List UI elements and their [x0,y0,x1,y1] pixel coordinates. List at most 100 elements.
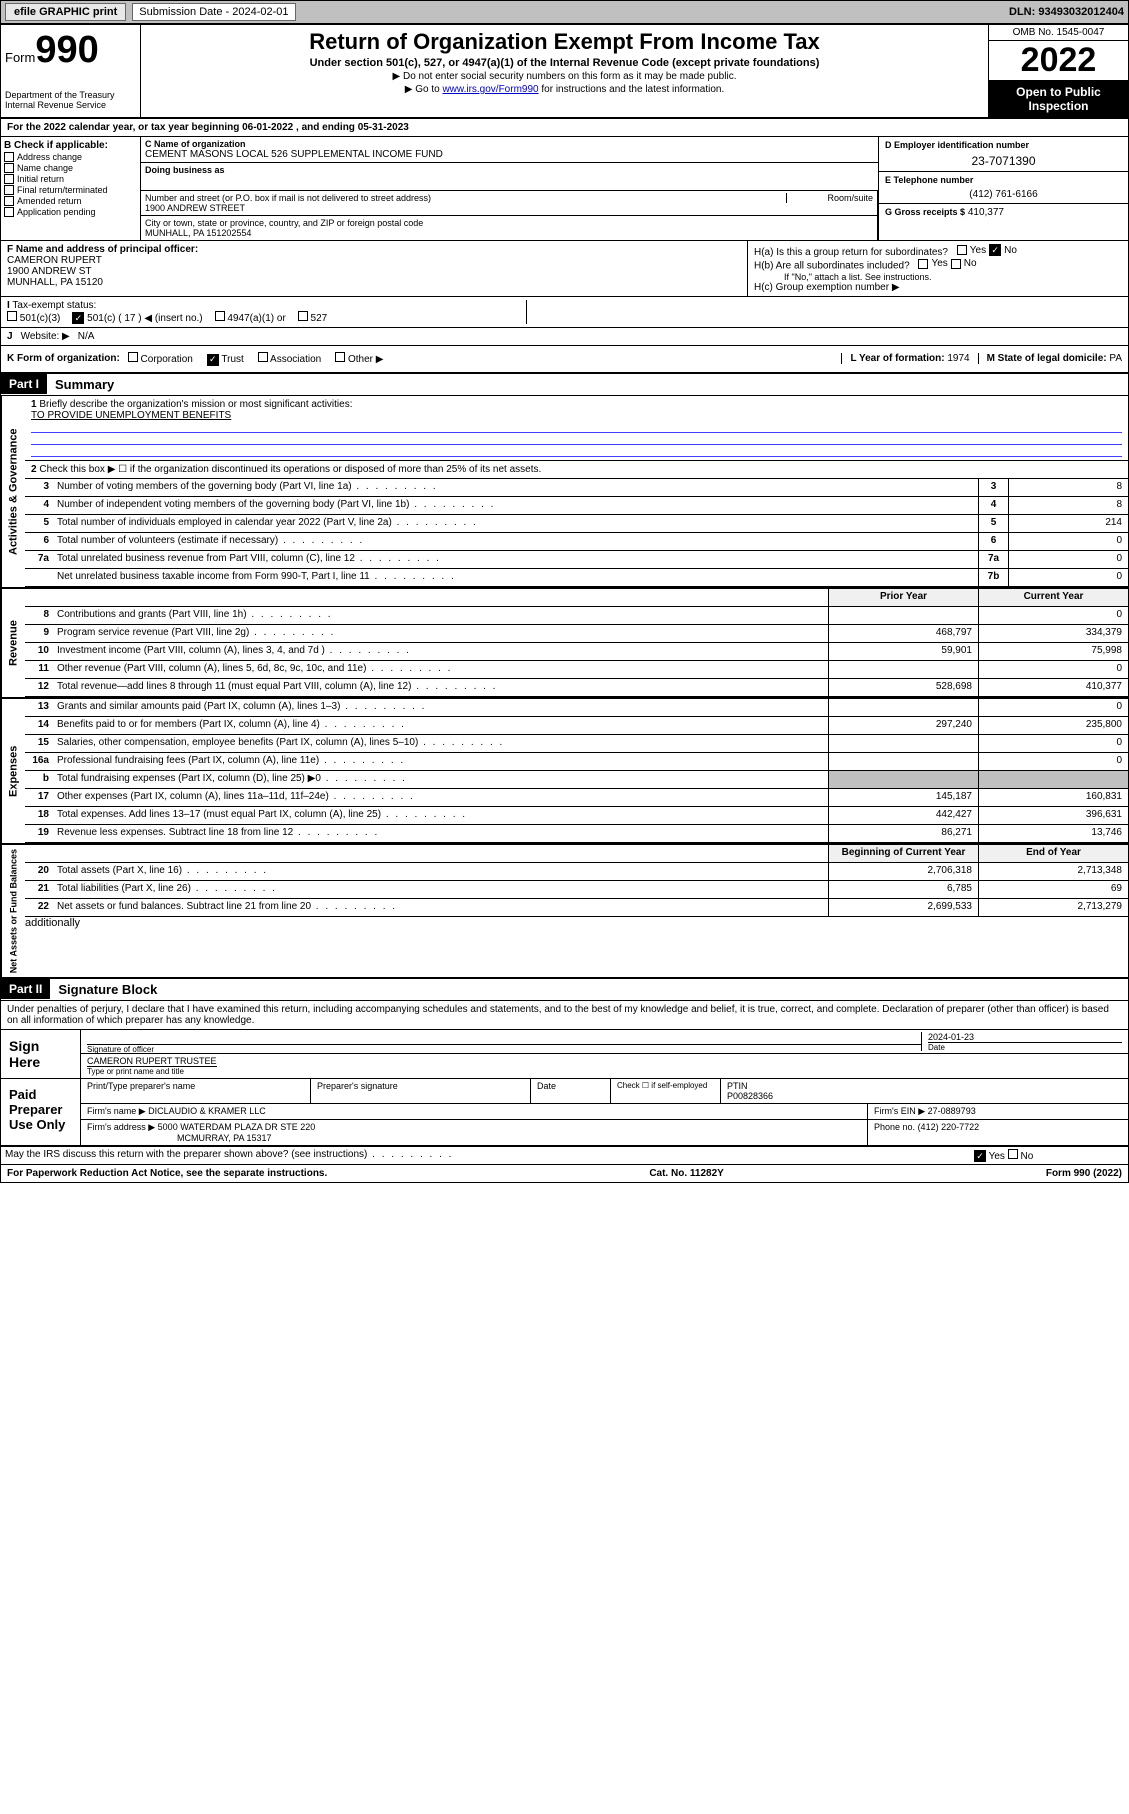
line-a: For the 2022 calendar year, or tax year … [1,119,1128,137]
summary-line-15: 15Salaries, other compensation, employee… [25,735,1128,753]
prior-year-header: Prior Year [828,589,978,606]
summary-line-12: 12Total revenue—add lines 8 through 11 (… [25,679,1128,697]
summary-line-17: 17Other expenses (Part IX, column (A), l… [25,789,1128,807]
summary-line-14: 14Benefits paid to or for members (Part … [25,717,1128,735]
tax-status-label: Tax-exempt status: [12,300,96,311]
summary-line-: Net unrelated business taxable income fr… [25,569,1128,587]
preparer-sig-label: Preparer's signature [311,1079,531,1103]
part-ii-header: Part II [1,979,50,999]
tax-status-opt[interactable]: 501(c)(3) [7,313,60,324]
summary-line-6: 6Total number of volunteers (estimate if… [25,533,1128,551]
summary-line-5: 5Total number of individuals employed in… [25,515,1128,533]
officer-print-name: CAMERON RUPERT TRUSTEE [87,1056,217,1066]
beg-year-header: Beginning of Current Year [828,845,978,862]
summary-line-4: 4Number of independent voting members of… [25,497,1128,515]
phone-label: E Telephone number [885,175,1122,185]
firm-ein-label: Firm's EIN ▶ [874,1106,925,1116]
form-org-label: K Form of organization: [7,353,120,364]
website-value: N/A [78,331,95,342]
officer-label: F Name and address of principal officer: [7,244,741,255]
discuss-answer: ✓ Yes No [968,1147,1128,1165]
side-expenses: Expenses [1,699,25,843]
firm-addr2: MCMURRAY, PA 15317 [87,1133,272,1143]
footer-mid: Cat. No. 11282Y [649,1168,723,1179]
preparer-date-label: Date [531,1079,611,1103]
ein-value: 23-7071390 [885,154,1122,168]
firm-phone: (412) 220-7722 [918,1122,980,1132]
part-i-header: Part I [1,374,47,394]
firm-addr: 5000 WATERDAM PLAZA DR STE 220 [158,1122,316,1132]
tax-status-opt[interactable]: ✓ 501(c) ( 17 ) ◀ (insert no.) [72,313,202,324]
firm-ein: 27-0889793 [928,1106,976,1116]
city-value: MUNHALL, PA 151202554 [145,228,873,238]
h-b: H(b) Are all subordinates included? Yes … [754,258,1122,272]
summary-line-7a: 7aTotal unrelated business revenue from … [25,551,1128,569]
summary-line-9: 9Program service revenue (Part VIII, lin… [25,625,1128,643]
year-formation: 1974 [947,353,969,364]
summary-line-11: 11Other revenue (Part VIII, column (A), … [25,661,1128,679]
h-b-note: If "No," attach a list. See instructions… [754,272,1122,282]
summary-line-10: 10Investment income (Part VIII, column (… [25,643,1128,661]
summary-line-20: 20Total assets (Part X, line 16)2,706,31… [25,863,1128,881]
summary-line-22: 22Net assets or fund balances. Subtract … [25,899,1128,917]
dba-label: Doing business as [145,165,874,175]
summary-line-8: 8Contributions and grants (Part VIII, li… [25,607,1128,625]
sign-here-label: Sign Here [1,1030,81,1078]
self-employed-check[interactable]: Check ☐ if self-employed [611,1079,721,1103]
end-year-header: End of Year [978,845,1128,862]
section-b: B Check if applicable: Address changeNam… [1,137,141,240]
mission-label: Briefly describe the organization's miss… [39,399,352,410]
top-bar: efile GRAPHIC print Submission Date - 20… [0,0,1129,24]
tax-status-opt[interactable]: 527 [298,313,327,324]
phone-value: (412) 761-6166 [885,189,1122,200]
preparer-name-label: Print/Type preparer's name [81,1079,311,1103]
summary-line-18: 18Total expenses. Add lines 13–17 (must … [25,807,1128,825]
firm-name: DICLAUDIO & KRAMER LLC [148,1106,266,1116]
room-label: Room/suite [786,193,873,203]
officer-addr1: 1900 ANDREW ST [7,266,741,277]
checkbox-address-change[interactable]: Address change [4,152,137,162]
form-subtitle: Under section 501(c), 527, or 4947(a)(1)… [149,57,980,69]
ein-label: D Employer identification number [885,140,1122,150]
domicile: PA [1109,353,1122,364]
tax-status-opt[interactable]: 4947(a)(1) or [215,313,286,324]
year-formation-label: L Year of formation: [850,353,944,364]
checkbox-application-pending[interactable]: Application pending [4,207,137,217]
sign-date: 2024-01-23 [928,1032,1122,1042]
org-name: CEMENT MASONS LOCAL 526 SUPPLEMENTAL INC… [145,149,874,160]
checkbox-name-change[interactable]: Name change [4,163,137,173]
org-form-opt[interactable]: Other ▶ [335,354,383,365]
irs-link[interactable]: www.irs.gov/Form990 [442,84,538,95]
footer-left: For Paperwork Reduction Act Notice, see … [7,1168,327,1179]
form-header: Form990 Department of the Treasury Inter… [1,25,1128,119]
side-net-assets: Net Assets or Fund Balances [1,845,25,977]
h-c: H(c) Group exemption number ▶ [754,282,1122,293]
checkbox-final-return-terminated[interactable]: Final return/terminated [4,185,137,195]
part-ii-title: Signature Block [50,979,165,1000]
website-label: Website: ▶ [21,331,70,342]
org-form-opt[interactable]: ✓ Trust [207,354,244,365]
print-name-label: Type or print name and title [87,1066,217,1076]
summary-line-16a: 16aProfessional fundraising fees (Part I… [25,753,1128,771]
omb-number: OMB No. 1545-0047 [989,25,1128,41]
penalty-text: Under penalties of perjury, I declare th… [1,1001,1128,1030]
officer-addr2: MUNHALL, PA 15120 [7,277,741,288]
side-revenue: Revenue [1,589,25,697]
street-value: 1900 ANDREW STREET [145,203,873,213]
org-form-opt[interactable]: Association [258,354,321,365]
summary-line-13: 13Grants and similar amounts paid (Part … [25,699,1128,717]
dept-treasury: Department of the Treasury [5,90,136,100]
dln: DLN: 93493032012404 [1009,6,1124,18]
efile-button[interactable]: efile GRAPHIC print [5,3,126,21]
checkbox-initial-return[interactable]: Initial return [4,174,137,184]
form-number: Form990 [5,29,136,72]
summary-line-b: bTotal fundraising expenses (Part IX, co… [25,771,1128,789]
part-i-title: Summary [47,374,122,395]
current-year-header: Current Year [978,589,1128,606]
org-form-opt[interactable]: Corporation [128,354,193,365]
firm-name-label: Firm's name ▶ [87,1106,146,1116]
paid-preparer-label: Paid Preparer Use Only [1,1079,81,1145]
checkbox-amended-return[interactable]: Amended return [4,196,137,206]
domicile-label: M State of legal domicile: [987,353,1107,364]
gross-label: G Gross receipts $ [885,207,965,217]
